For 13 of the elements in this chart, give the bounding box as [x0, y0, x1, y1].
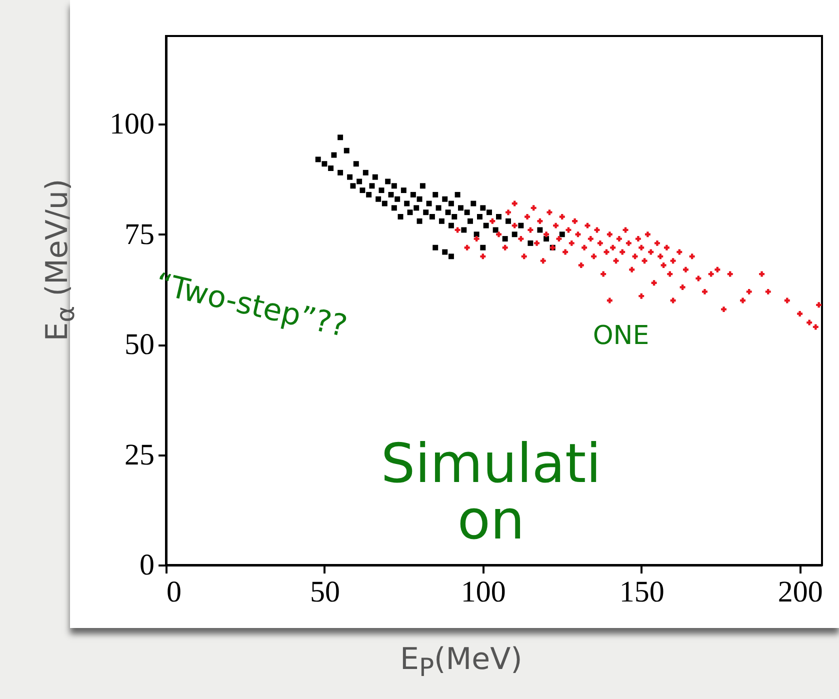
x-tick-label: 0 — [166, 576, 182, 608]
x-tick-label: 100 — [460, 576, 506, 608]
y-tick-label: 0 — [140, 548, 154, 582]
y-tick-label: 100 — [110, 108, 154, 141]
x-tick-label: 50 — [310, 576, 340, 608]
y-tick-label: 75 — [124, 218, 154, 251]
x-axis-title: E$_{P}$(MeV) — [400, 642, 522, 682]
y-tick-label: 50 — [124, 328, 154, 362]
y-tick-label: 25 — [124, 438, 154, 472]
x-tick-label: 200 — [778, 576, 823, 608]
x-tick-label: 150 — [619, 576, 664, 608]
annotation: Simulati on — [380, 432, 602, 552]
annotation: ONE — [592, 321, 650, 351]
